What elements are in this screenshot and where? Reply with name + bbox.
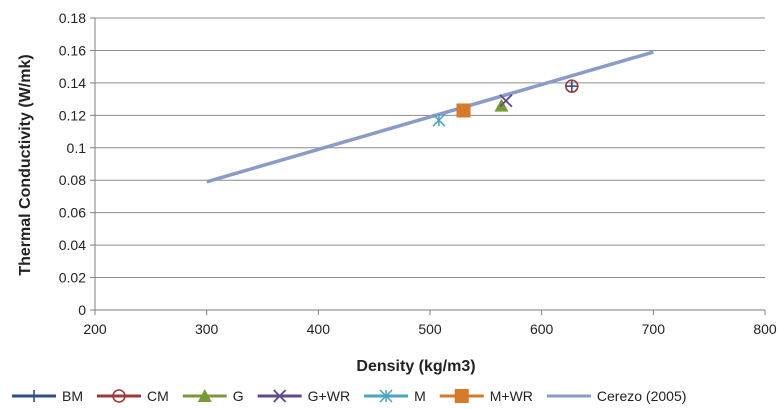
x-tick-label: 800 xyxy=(753,321,777,337)
legend-label: G xyxy=(233,388,244,404)
data-point-m xyxy=(432,113,446,127)
legend: BM CM G G+WR M M+WR Cerezo (2005) xyxy=(12,388,686,404)
x-tick-label: 400 xyxy=(307,321,331,337)
legend-marker xyxy=(28,390,40,402)
y-tick-label: 0.14 xyxy=(59,75,86,91)
legend-label: M xyxy=(414,388,426,404)
data-point-cm xyxy=(565,79,579,93)
legend-item: M xyxy=(364,388,426,404)
y-tick-labels: 0 0.02 0.04 0.06 0.08 0.1 0.12 0.14 0.16 0.18 xyxy=(59,10,86,318)
legend-item: G xyxy=(182,388,244,404)
legend-item: BM xyxy=(12,388,83,404)
legend-item: Cerezo (2005) xyxy=(546,388,687,404)
legend-label: Cerezo (2005) xyxy=(597,388,687,404)
y-tick-label: 0.1 xyxy=(67,140,87,156)
y-tick-label: 0 xyxy=(78,302,86,318)
legend-marker xyxy=(379,389,393,403)
data-point-g-wr xyxy=(499,94,513,108)
legend-marker xyxy=(197,389,212,402)
x-axis-title: Density (kg/m3) xyxy=(356,358,475,375)
x-tick-label: 600 xyxy=(530,321,554,337)
series-line-cerezo-2005 xyxy=(206,50,654,184)
y-tick-label: 0.08 xyxy=(59,172,86,188)
legend-marker xyxy=(273,389,287,403)
legend-item: G+WR xyxy=(257,388,350,404)
y-tick-label: 0.12 xyxy=(59,107,86,123)
legend-item: CM xyxy=(97,388,169,404)
y-tick-label: 0.02 xyxy=(59,270,86,286)
data-point-bm xyxy=(565,80,578,93)
series-layer xyxy=(206,50,654,184)
gridlines xyxy=(95,17,765,279)
x-tick-labels: 200 300 400 500 600 700 800 xyxy=(83,321,777,337)
legend-label: M+WR xyxy=(490,388,533,404)
legend-marker xyxy=(454,389,469,403)
legend-label: CM xyxy=(147,388,169,404)
legend-label: G+WR xyxy=(308,388,350,404)
y-tick-label: 0.06 xyxy=(59,205,86,221)
axes xyxy=(90,17,766,315)
legend-marker xyxy=(112,389,126,403)
y-axis-title: Thermal Conductivity (W/mk) xyxy=(17,54,34,275)
legend-item: M+WR xyxy=(439,388,533,404)
data-point-m-wr xyxy=(456,103,471,118)
x-tick-label: 300 xyxy=(195,321,219,337)
x-tick-label: 200 xyxy=(83,321,107,337)
y-tick-label: 0.18 xyxy=(59,10,86,26)
y-tick-label: 0.04 xyxy=(59,237,86,253)
y-tick-label: 0.16 xyxy=(59,42,86,58)
x-tick-label: 700 xyxy=(642,321,666,337)
legend-label: BM xyxy=(62,388,83,404)
x-tick-label: 500 xyxy=(418,321,442,337)
